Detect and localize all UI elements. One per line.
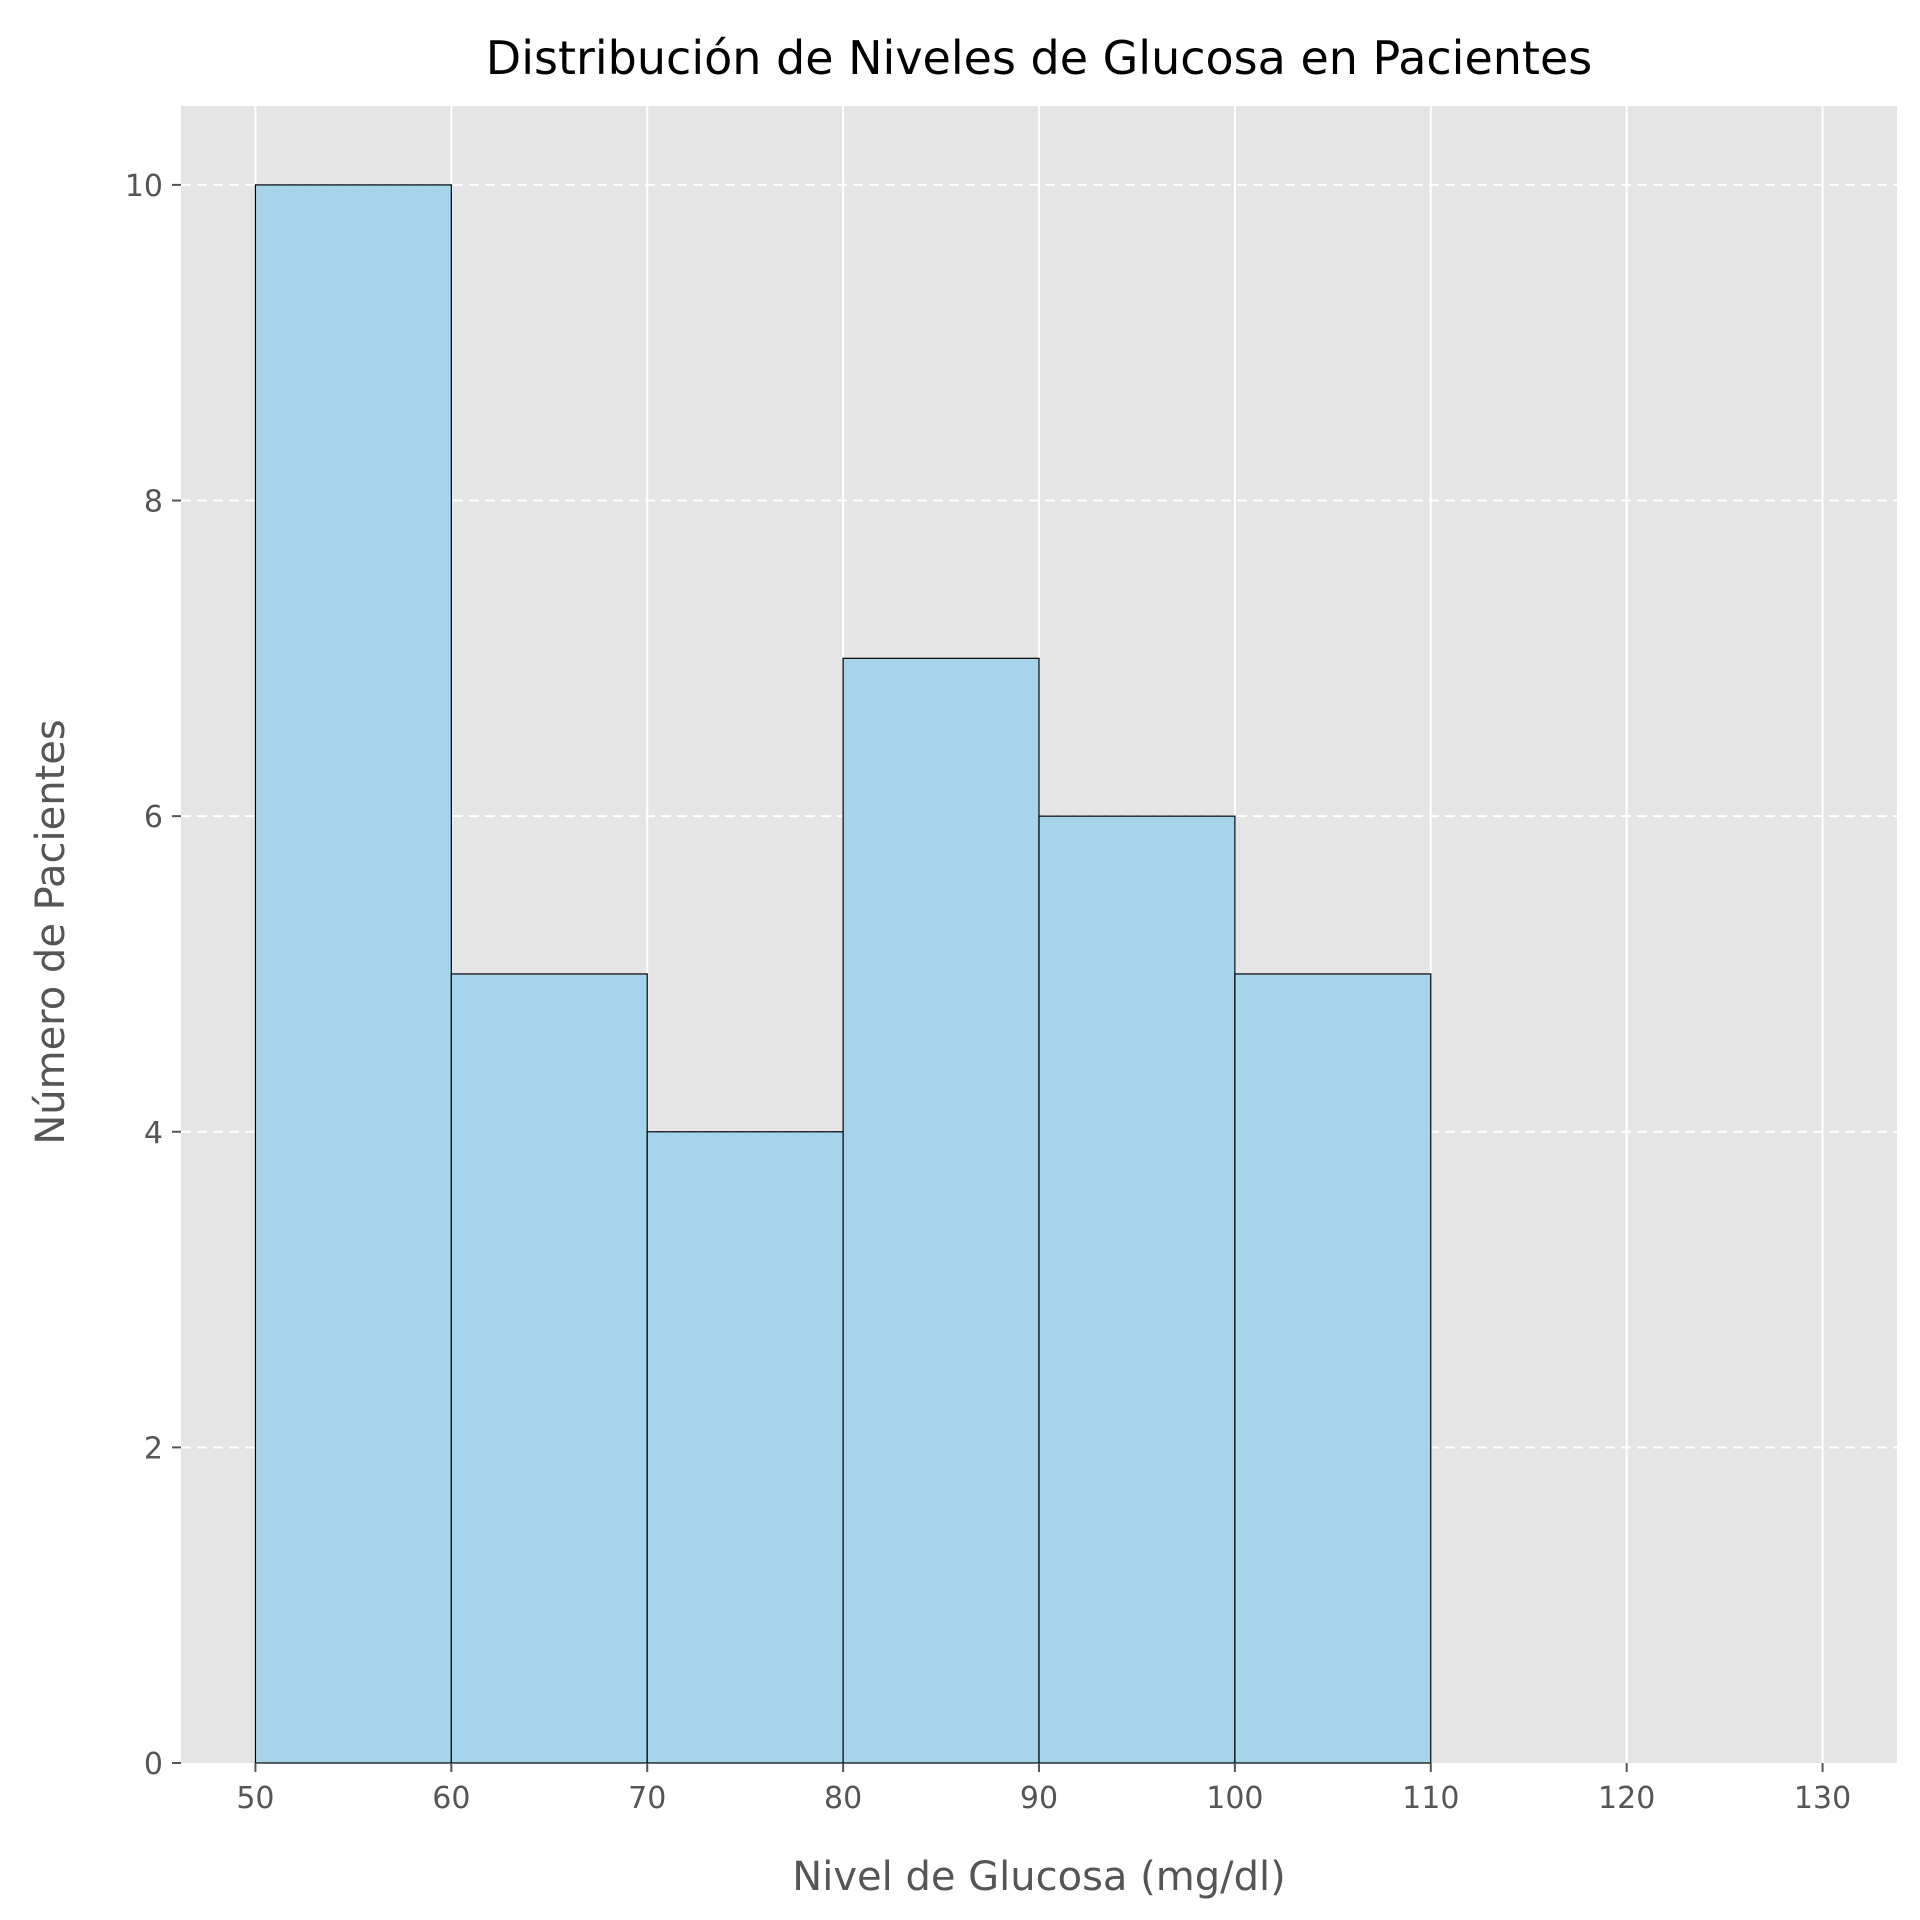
x-axis-label: Nivel de Glucosa (mg/dl) [792, 1854, 1285, 1900]
x-tick-label: 80 [824, 1781, 862, 1816]
x-tick-label: 130 [1794, 1781, 1851, 1816]
bars [254, 184, 1432, 1764]
x-tick-label: 120 [1598, 1781, 1655, 1816]
y-axis-label: Número de Pacientes [28, 719, 74, 1144]
y-tick-label: 2 [144, 1431, 163, 1466]
histogram-bar [646, 1131, 844, 1764]
histogram-bar [254, 184, 452, 1764]
x-tick-label: 90 [1020, 1781, 1058, 1816]
y-tick-label: 8 [144, 485, 163, 520]
histogram-bar [842, 657, 1040, 1764]
y-tick-label: 4 [144, 1116, 163, 1151]
x-tick-label: 60 [432, 1781, 470, 1816]
x-tick-label: 110 [1402, 1781, 1459, 1816]
y-tick-label: 0 [144, 1747, 163, 1782]
x-tick-label: 70 [628, 1781, 666, 1816]
y-tick-label: 6 [144, 800, 163, 835]
histogram-bar [450, 973, 648, 1764]
axis-ticks: 50 60 70 80 90 100 110 120 130 0 2 4 6 8 10 [125, 169, 1851, 1816]
chart-title: Distribución de Niveles de Glucosa en Pa… [486, 31, 1592, 85]
x-tick-label: 100 [1206, 1781, 1263, 1816]
histogram-bar [1038, 815, 1236, 1764]
y-tick-label: 10 [125, 169, 163, 204]
histogram-bar [1234, 973, 1432, 1764]
x-tick-label: 50 [236, 1781, 274, 1816]
